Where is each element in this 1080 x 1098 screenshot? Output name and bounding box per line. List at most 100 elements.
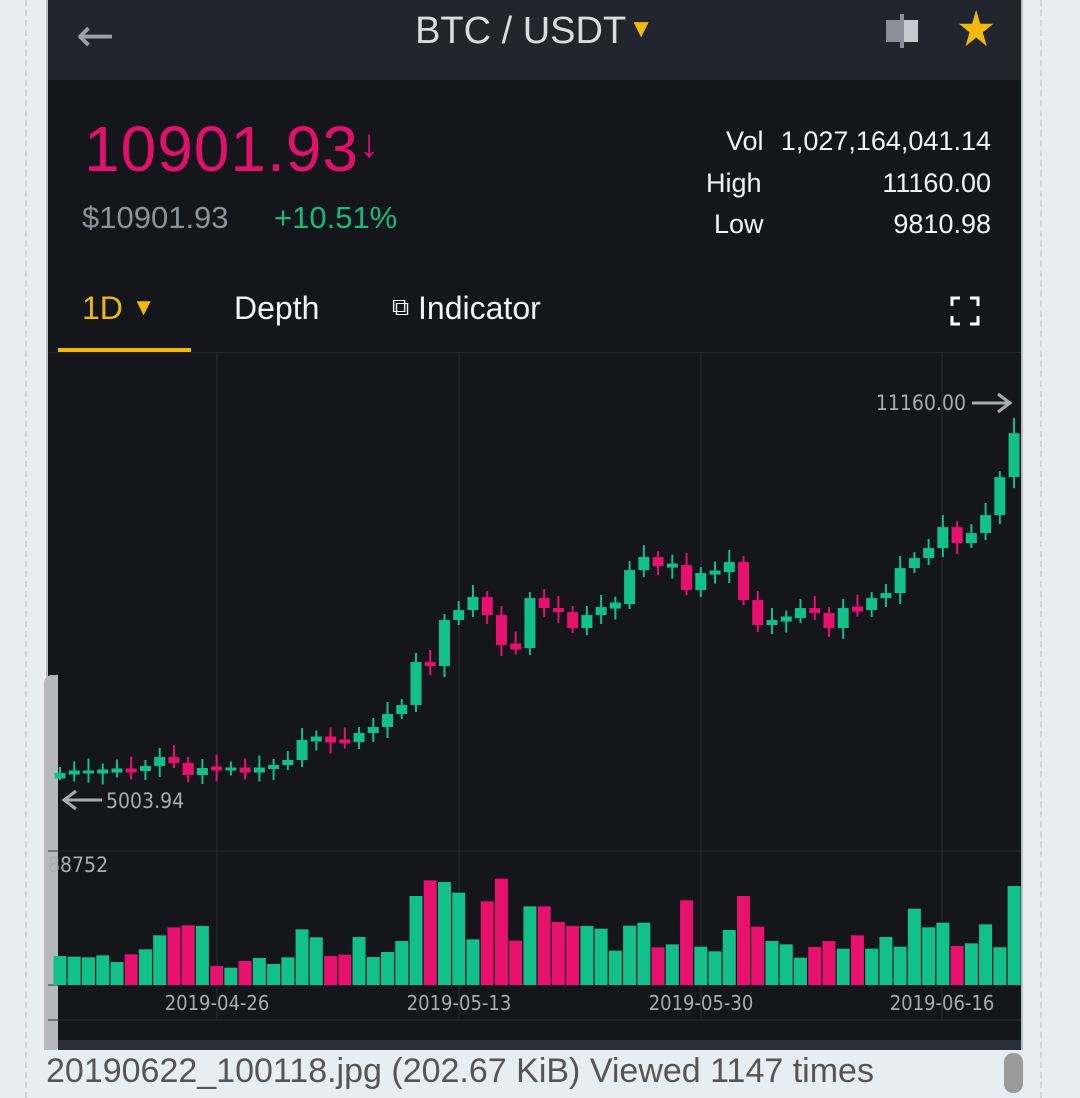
volume-max-label: 88752 (48, 853, 108, 877)
app-screenshot: ← BTC / USDT▼ ★ 10901.93↓ $10901.93 +10.… (46, 0, 1023, 1050)
candle-body (965, 533, 977, 544)
volume-bar (922, 927, 936, 985)
volume-bar (96, 955, 110, 985)
volume-bar (608, 950, 622, 985)
down-arrow-icon: ↓ (358, 122, 380, 166)
low-value: 9810.98 (893, 209, 991, 239)
candle-body (908, 558, 920, 569)
volume-bar (281, 957, 295, 985)
candle-body (239, 767, 251, 773)
candle-body (111, 768, 123, 773)
scrollbar-thumb[interactable] (1004, 1053, 1023, 1093)
fullscreen-icon[interactable] (950, 296, 980, 326)
candle-body (837, 608, 849, 629)
high-value: 11160.00 (882, 168, 991, 198)
candle-body (154, 757, 166, 767)
high-label: High (706, 168, 762, 198)
candle-body (225, 767, 237, 771)
candle-body (339, 739, 351, 744)
candle-body (794, 608, 806, 619)
volume-bar (338, 954, 352, 985)
volume-bar (594, 928, 608, 985)
volume-bar (181, 925, 195, 985)
volume-bar (167, 927, 181, 985)
candle-body (139, 766, 151, 771)
vol-value: 1,027,164,041.14 (780, 126, 991, 156)
pair-selector[interactable]: BTC / USDT▼ (48, 10, 1021, 53)
volume-bar (381, 951, 395, 985)
candle-body (382, 714, 394, 728)
volume-bar (81, 957, 95, 985)
candle-body (325, 736, 337, 743)
candle-body (268, 765, 280, 770)
candle-body (410, 662, 422, 706)
volume-bar (737, 895, 751, 985)
candle-body (681, 565, 693, 591)
caret-down-icon: ▼ (628, 13, 654, 43)
volume-bar (366, 957, 380, 985)
candle-body (481, 597, 493, 616)
candle-body (752, 600, 764, 626)
volume-bar (566, 925, 580, 985)
candle-body (652, 557, 664, 567)
candle-body (994, 477, 1006, 516)
volume-bar (665, 944, 679, 985)
volume-bar (110, 962, 124, 985)
candle-body (538, 598, 550, 609)
volume-bar (309, 937, 323, 985)
volume-bar (124, 954, 138, 985)
volume-bar (793, 957, 807, 985)
back-arrow-icon[interactable]: ← (76, 8, 115, 62)
candle-body (282, 760, 294, 766)
volume-bar (936, 922, 950, 985)
volume-bar (210, 966, 224, 985)
caret-down-icon: ▼ (131, 294, 156, 321)
candle-body (424, 662, 436, 667)
min-price-label: 5003.94 (106, 789, 184, 813)
tab-depth[interactable]: Depth (234, 290, 320, 326)
active-tab-underline (58, 348, 191, 353)
candle-body (453, 610, 465, 621)
candle-body (695, 573, 707, 591)
volume-bar (907, 908, 921, 985)
candle-body (624, 570, 636, 605)
volume-bar (395, 941, 409, 985)
volume-bar (267, 963, 281, 985)
last-price: 10901.93↓ (84, 112, 380, 186)
volume-bar (480, 901, 494, 985)
vol-label: Vol (726, 126, 764, 156)
candle-body (367, 727, 379, 734)
volume-bar (893, 946, 907, 985)
volume-bar (324, 956, 338, 985)
x-tick-label: 2019-06-16 (890, 991, 995, 1015)
candle-body (567, 612, 579, 629)
candle-body (495, 615, 507, 646)
volume-bar (865, 948, 879, 985)
pair-title: BTC / USDT (415, 10, 627, 52)
tab-interval[interactable]: 1D ▼ (82, 290, 156, 327)
volume-bar (67, 956, 81, 985)
candle-body (396, 705, 408, 715)
candle-body (709, 570, 721, 575)
volume-bar (879, 937, 893, 985)
volume-bar (694, 946, 708, 985)
volume-bar (822, 941, 836, 985)
compare-icon[interactable] (884, 14, 920, 48)
top-bar: ← BTC / USDT▼ ★ (48, 0, 1021, 80)
volume-bar (765, 941, 779, 985)
tab-indicator[interactable]: ⧉ Indicator (392, 290, 541, 327)
image-caption: 20190622_100118.jpg (202.67 KiB) Viewed … (46, 1052, 874, 1090)
candle-body (182, 763, 194, 775)
candle-body (894, 568, 906, 594)
x-tick-label: 2019-05-13 (407, 991, 512, 1015)
volume-bar (637, 922, 651, 985)
favorite-star-icon[interactable]: ★ (956, 0, 997, 58)
change-percent: +10.51% (274, 200, 398, 235)
volume-bar (195, 925, 209, 985)
candle-body (510, 643, 522, 650)
candle-body (68, 770, 80, 775)
volume-bar (836, 948, 850, 985)
volume-bar (551, 922, 565, 985)
candle-body (738, 562, 750, 601)
candle-body (951, 527, 963, 544)
